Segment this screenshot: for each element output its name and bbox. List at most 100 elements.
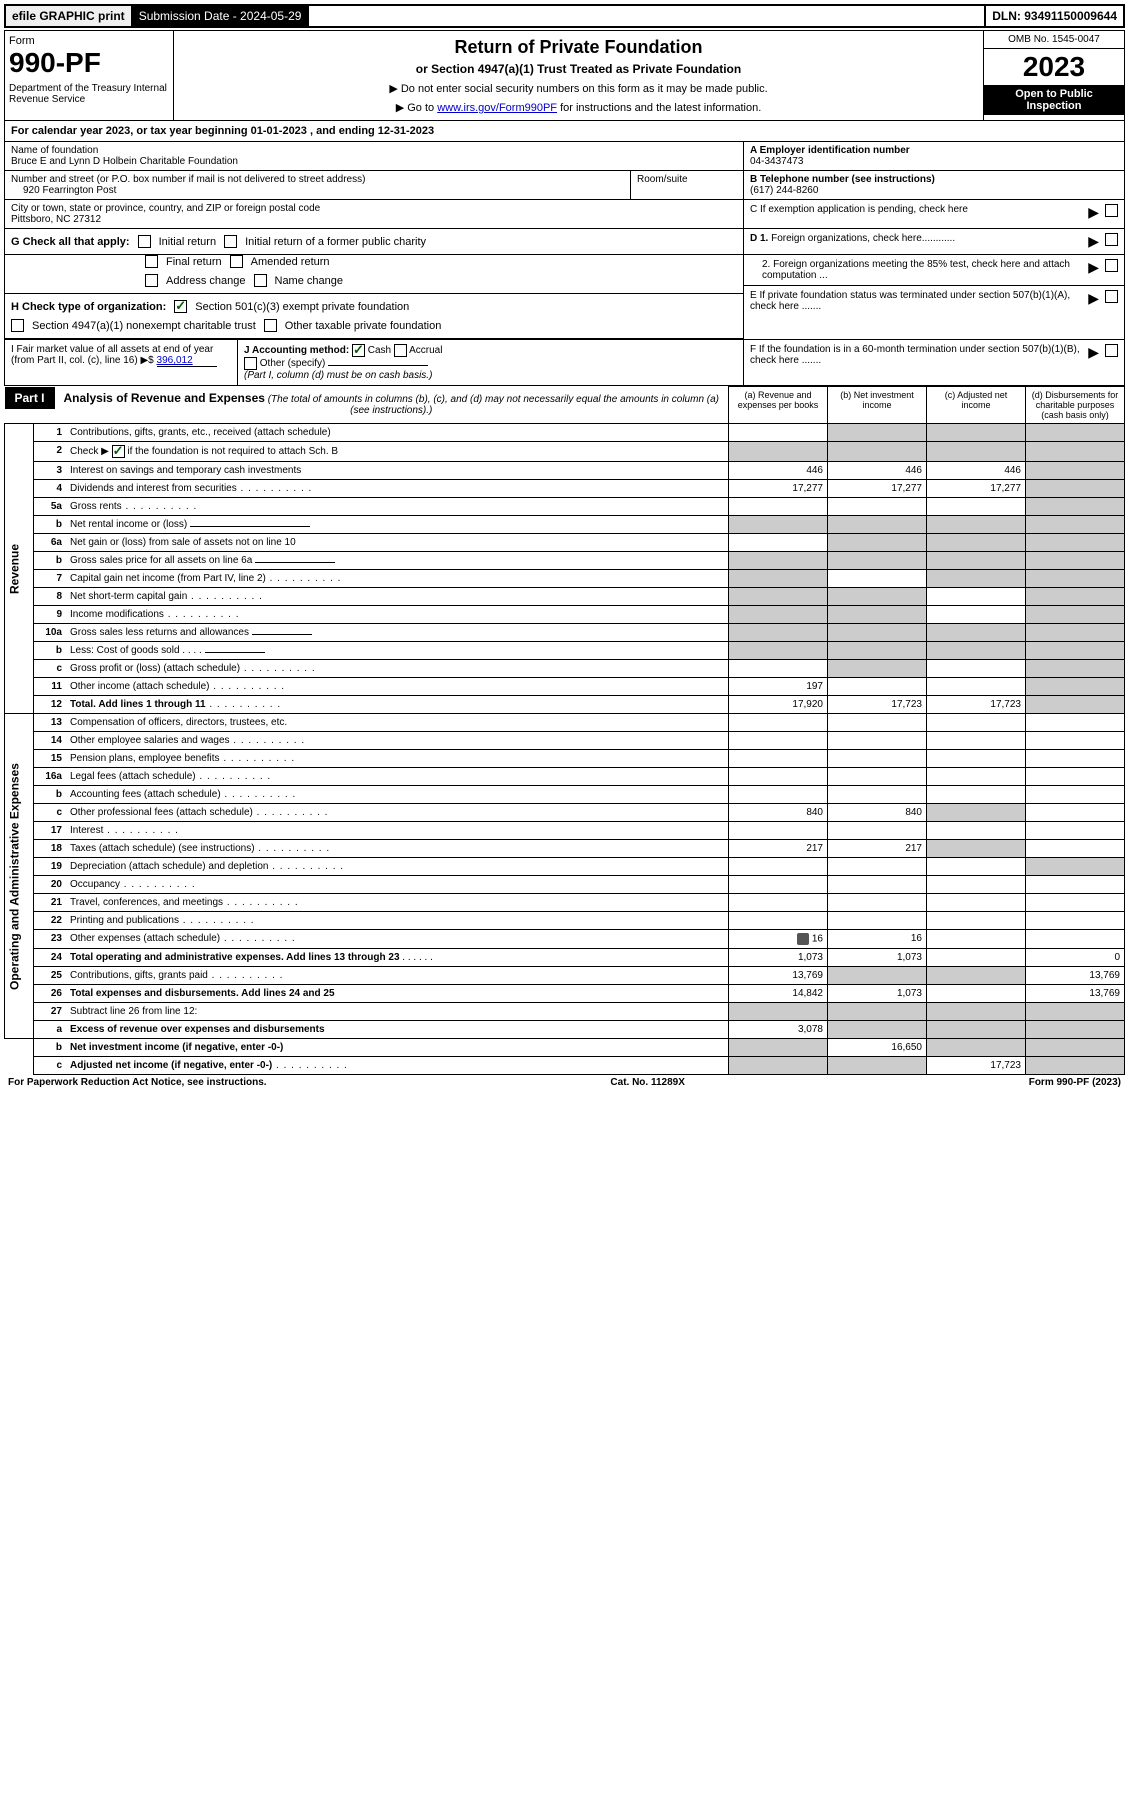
form-number-block: Form 990-PF Department of the Treasury I… bbox=[5, 31, 174, 120]
f-checkbox[interactable] bbox=[1105, 344, 1118, 357]
line-no: b bbox=[34, 552, 67, 570]
ein-cell: A Employer identification number 04-3437… bbox=[744, 142, 1124, 171]
g-name-checkbox[interactable] bbox=[254, 274, 267, 287]
line-no: 22 bbox=[34, 912, 67, 930]
g-amended-checkbox[interactable] bbox=[230, 255, 243, 268]
j-note: (Part I, column (d) must be on cash basi… bbox=[244, 370, 432, 381]
e-label: E If private foundation status was termi… bbox=[750, 290, 1082, 312]
arrow-icon: ▶ bbox=[1088, 344, 1099, 361]
d-e-block: D 1. D 1. Foreign organizations, check h… bbox=[743, 229, 1124, 339]
city-value: Pittsboro, NC 27312 bbox=[11, 214, 101, 225]
c-checkbox[interactable] bbox=[1105, 204, 1118, 217]
line-no: 21 bbox=[34, 894, 67, 912]
col-c-header: (c) Adjusted net income bbox=[927, 387, 1026, 424]
line-no: b bbox=[34, 786, 67, 804]
line-9-desc: Income modifications bbox=[66, 606, 729, 624]
expenses-side-label: Operating and Administrative Expenses bbox=[5, 714, 34, 1039]
line-16c-desc: Other professional fees (attach schedule… bbox=[66, 804, 729, 822]
dept-treasury: Department of the Treasury Internal Reve… bbox=[9, 83, 169, 105]
line-21-desc: Travel, conferences, and meetings bbox=[66, 894, 729, 912]
schb-checkbox[interactable] bbox=[112, 445, 125, 458]
j-accrual: Accrual bbox=[409, 345, 442, 356]
part1-header: Part I Analysis of Revenue and Expenses … bbox=[5, 387, 729, 420]
line-27b-desc: Net investment income (if negative, ente… bbox=[66, 1039, 729, 1057]
j-cash-checkbox[interactable] bbox=[352, 344, 365, 357]
line-2-desc: Check ▶ if the foundation is not require… bbox=[66, 442, 729, 462]
j-other: Other (specify) bbox=[260, 358, 326, 369]
form-number: 990-PF bbox=[9, 47, 169, 79]
line-26-desc: Total expenses and disbursements. Add li… bbox=[66, 985, 729, 1003]
h-other-checkbox[interactable] bbox=[264, 319, 277, 332]
line-23-desc: Other expenses (attach schedule) bbox=[66, 930, 729, 949]
attachment-icon[interactable] bbox=[797, 933, 809, 945]
l3-c: 446 bbox=[927, 462, 1026, 480]
spacer bbox=[309, 6, 984, 26]
h-label: H Check type of organization: bbox=[11, 301, 166, 313]
l25-d: 13,769 bbox=[1026, 967, 1125, 985]
l16c-b: 840 bbox=[828, 804, 927, 822]
line-16a-desc: Legal fees (attach schedule) bbox=[66, 768, 729, 786]
g-opt-0: Initial return bbox=[159, 236, 216, 248]
j-other-checkbox[interactable] bbox=[244, 357, 257, 370]
l4-c: 17,277 bbox=[927, 480, 1026, 498]
e-checkbox[interactable] bbox=[1105, 290, 1118, 303]
line-24-desc: Total operating and administrative expen… bbox=[66, 949, 729, 967]
l16c-a: 840 bbox=[729, 804, 828, 822]
l26-d: 13,769 bbox=[1026, 985, 1125, 1003]
g-opt-2: Final return bbox=[166, 256, 222, 268]
line-no: 20 bbox=[34, 876, 67, 894]
line-no: 10a bbox=[34, 624, 67, 642]
j-cell: J Accounting method: Cash Accrual Other … bbox=[238, 340, 743, 385]
part1-title-cell: Analysis of Revenue and Expenses (The to… bbox=[55, 387, 728, 420]
h-opt-2: Section 4947(a)(1) nonexempt charitable … bbox=[32, 320, 256, 332]
address-row: Number and street (or P.O. box number if… bbox=[5, 171, 743, 200]
i-cell: I Fair market value of all assets at end… bbox=[5, 340, 238, 385]
d2-checkbox[interactable] bbox=[1105, 259, 1118, 272]
line-no: 27 bbox=[34, 1003, 67, 1021]
line-no: 8 bbox=[34, 588, 67, 606]
ijf-row: I Fair market value of all assets at end… bbox=[4, 340, 1125, 386]
j-label: J Accounting method: bbox=[244, 345, 349, 356]
line-12-desc: Total. Add lines 1 through 11 bbox=[66, 696, 729, 714]
line-no: c bbox=[34, 660, 67, 678]
line-no: 1 bbox=[34, 424, 67, 442]
irs-link[interactable]: www.irs.gov/Form990PF bbox=[437, 102, 557, 114]
l27b-b: 16,650 bbox=[828, 1039, 927, 1057]
form-instr1: ▶ Do not enter social security numbers o… bbox=[180, 82, 977, 95]
c-label: C If exemption application is pending, c… bbox=[750, 204, 1082, 215]
g-final-checkbox[interactable] bbox=[145, 255, 158, 268]
room-label: Room/suite bbox=[637, 174, 688, 185]
line-no: 14 bbox=[34, 732, 67, 750]
line-11-desc: Other income (attach schedule) bbox=[66, 678, 729, 696]
phone-value: (617) 244-8260 bbox=[750, 185, 818, 196]
j-accrual-checkbox[interactable] bbox=[394, 344, 407, 357]
efile-print-button[interactable]: efile GRAPHIC print bbox=[6, 6, 133, 26]
line-no: b bbox=[34, 1039, 67, 1057]
year-block: OMB No. 1545-0047 2023 Open to Public In… bbox=[983, 31, 1124, 120]
footer-right: Form 990-PF (2023) bbox=[1029, 1077, 1121, 1088]
submission-date-label: Submission Date - 2024-05-29 bbox=[133, 6, 310, 26]
c-check-row: C If exemption application is pending, c… bbox=[744, 200, 1124, 225]
line-no: 6a bbox=[34, 534, 67, 552]
l24-b: 1,073 bbox=[828, 949, 927, 967]
l25-a: 13,769 bbox=[729, 967, 828, 985]
l26-a: 14,842 bbox=[729, 985, 828, 1003]
g-address-checkbox[interactable] bbox=[145, 274, 158, 287]
h-4947-checkbox[interactable] bbox=[11, 319, 24, 332]
line-no: 23 bbox=[34, 930, 67, 949]
h-501c3-checkbox[interactable] bbox=[174, 300, 187, 313]
line-5a-desc: Gross rents bbox=[66, 498, 729, 516]
arrow-icon: ▶ bbox=[1088, 204, 1099, 221]
j-other-input[interactable] bbox=[328, 365, 428, 366]
i-value[interactable]: 396,012 bbox=[157, 355, 217, 367]
g-initial-former-checkbox[interactable] bbox=[224, 235, 237, 248]
g-opt-1: Initial return of a former public charit… bbox=[245, 236, 426, 248]
d1-checkbox[interactable] bbox=[1105, 233, 1118, 246]
g-initial-return-checkbox[interactable] bbox=[138, 235, 151, 248]
g-check-row-2: Final return Amended return bbox=[5, 255, 743, 274]
footer-left: For Paperwork Reduction Act Notice, see … bbox=[8, 1077, 267, 1088]
l4-a: 17,277 bbox=[729, 480, 828, 498]
form-word: Form bbox=[9, 35, 169, 47]
ein-label: A Employer identification number bbox=[750, 145, 910, 156]
tax-year: 2023 bbox=[984, 49, 1124, 85]
